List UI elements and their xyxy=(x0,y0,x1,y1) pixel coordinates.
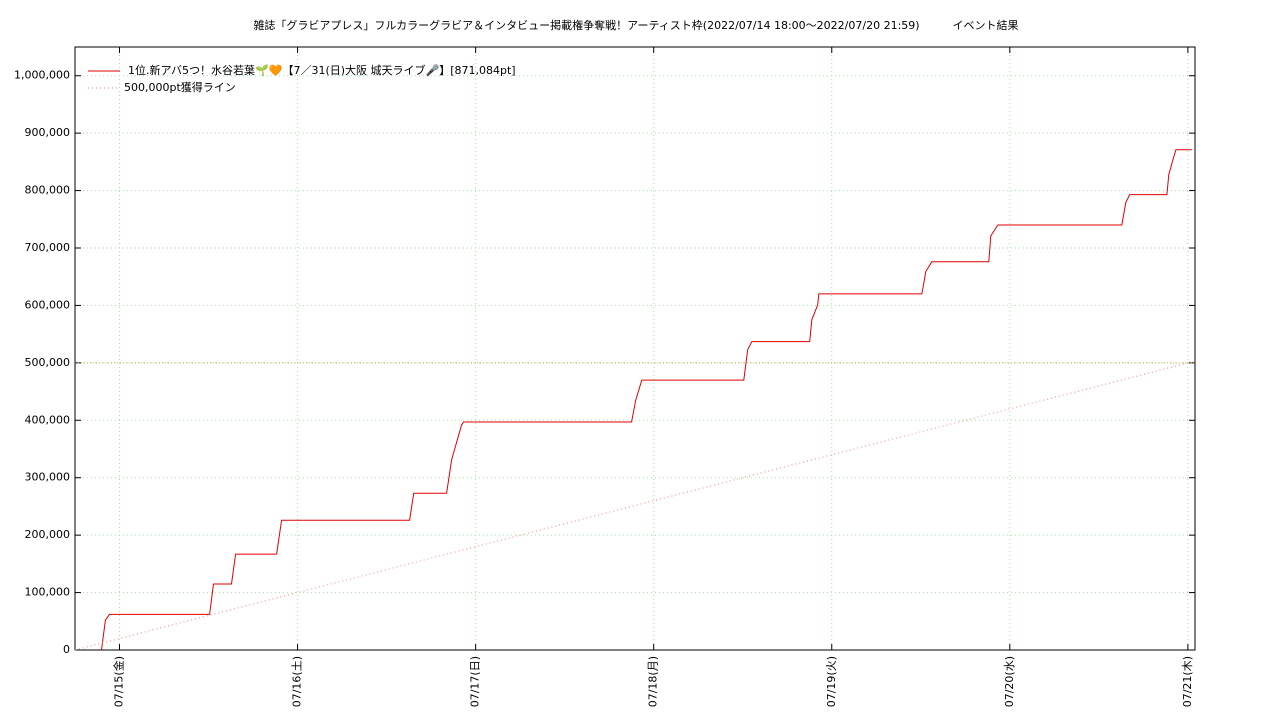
legend-label: 500,000pt獲得ライン xyxy=(124,81,236,94)
plot-frame xyxy=(74,46,1196,651)
y-tick-label: 0 xyxy=(63,643,70,656)
y-tick-label: 300,000 xyxy=(25,471,71,484)
y-tick-label: 900,000 xyxy=(25,126,71,139)
x-tick-label: 07/18(月) xyxy=(647,656,660,707)
x-tick-label: 07/21(木) xyxy=(1181,656,1194,707)
y-tick-label: 700,000 xyxy=(25,241,71,254)
chart-title: 雑誌「グラビアプレス」フルカラーグラビア＆インタビュー掲載権争奪戦！アーティスト… xyxy=(253,18,1018,32)
y-tick-label: 200,000 xyxy=(25,528,71,541)
y-tick-label: 600,000 xyxy=(25,298,71,311)
legend-label: 1位.新アバ5つ！水谷若葉🌱🧡【7／31(日)大阪 城天ライブ🎤】[871,08… xyxy=(128,63,516,77)
x-tick-label: 07/20(水) xyxy=(1003,656,1016,707)
series-line xyxy=(74,362,1189,651)
y-tick-label: 400,000 xyxy=(25,413,71,426)
y-tick-label: 500,000 xyxy=(25,356,71,369)
x-tick-label: 07/17(日) xyxy=(469,656,482,707)
y-tick-label: 100,000 xyxy=(25,586,71,599)
x-tick-label: 07/15(金) xyxy=(112,656,126,707)
y-tick-label: 800,000 xyxy=(25,184,71,197)
x-tick-label: 07/16(土) xyxy=(291,656,304,707)
series-line xyxy=(101,149,1192,651)
x-tick-label: 07/19(火) xyxy=(825,656,838,707)
y-tick-label: 1,000,000 xyxy=(14,69,70,82)
